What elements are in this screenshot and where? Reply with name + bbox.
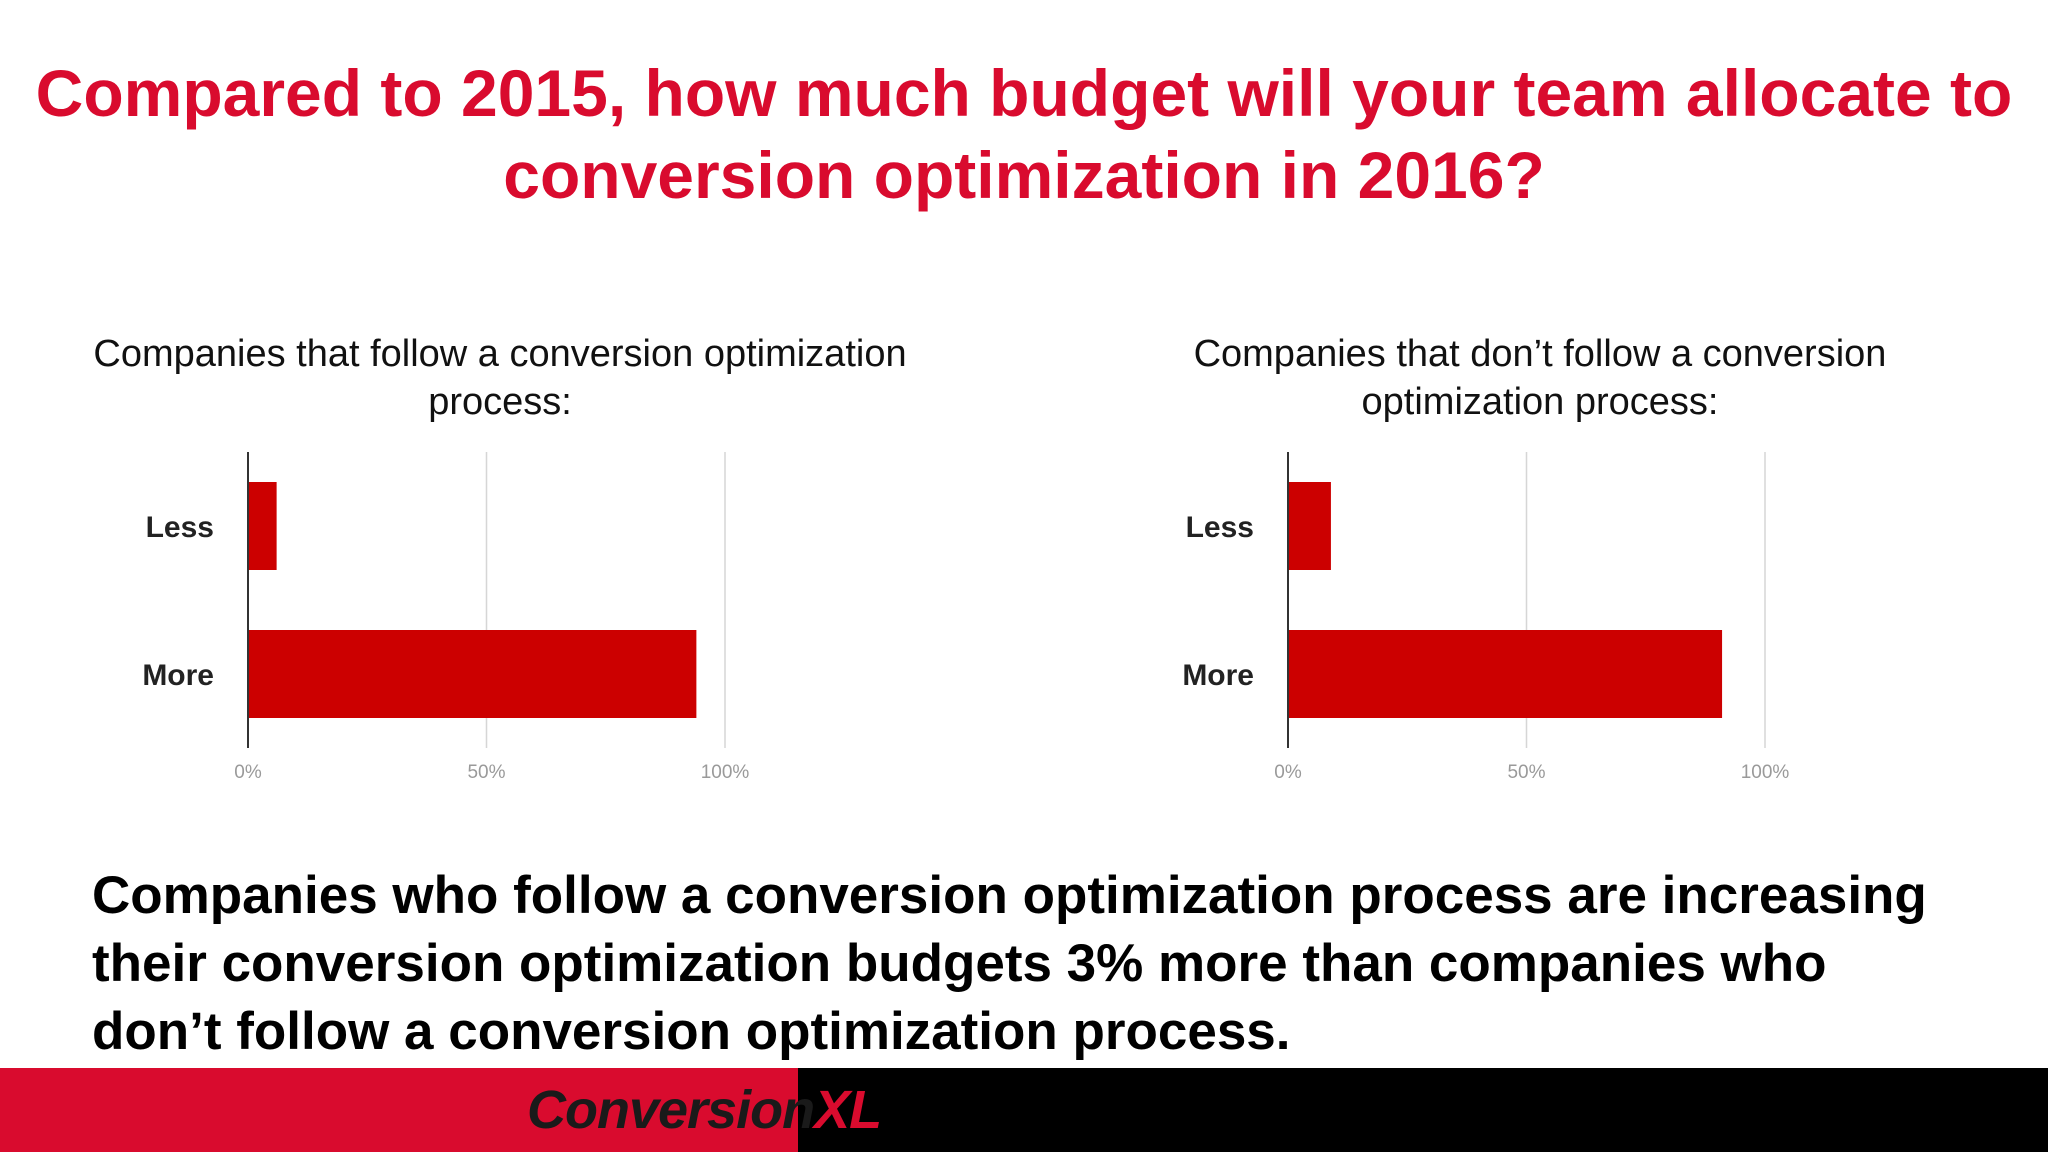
chart-panel-dont-follow: Companies that don’t follow a conversion… <box>1100 330 1980 810</box>
chart-title: Companies that follow a conversion optim… <box>93 333 907 423</box>
bar-chart-dont-follow: Less More 0% 50% 100% <box>1182 452 1790 783</box>
footer-accent <box>0 1068 798 1152</box>
slide-title: Compared to 2015, how much budget will y… <box>35 56 2013 212</box>
bar-chart-follow: Less More 0% 50% 100% <box>142 452 750 783</box>
category-label: More <box>1182 659 1254 692</box>
chart-panel-follow: Companies that follow a conversion optim… <box>60 330 940 810</box>
conversionxl-logo: ConversionXL <box>527 1076 882 1144</box>
bar-more <box>1288 630 1723 718</box>
category-label: Less <box>1186 511 1254 544</box>
logo-text-xl: XL <box>814 1080 882 1140</box>
x-tick-label: 100% <box>1741 762 1790 783</box>
logo-text-conversion: Conversion <box>527 1080 815 1140</box>
bar-less <box>248 482 277 570</box>
footer-bar: ConversionXL <box>0 1068 2048 1152</box>
bar-more <box>248 630 697 718</box>
chart-title: Companies that don’t follow a conversion… <box>1193 333 1887 423</box>
summary-text: Companies who follow a conversion optimi… <box>92 866 1927 1061</box>
x-tick-label: 50% <box>1507 762 1545 783</box>
x-tick-label: 0% <box>1274 762 1302 783</box>
bar-less <box>1288 482 1331 570</box>
category-label: More <box>142 659 214 692</box>
x-tick-label: 0% <box>234 762 262 783</box>
x-tick-label: 100% <box>701 762 750 783</box>
x-tick-label: 50% <box>467 762 505 783</box>
category-label: Less <box>146 511 214 544</box>
